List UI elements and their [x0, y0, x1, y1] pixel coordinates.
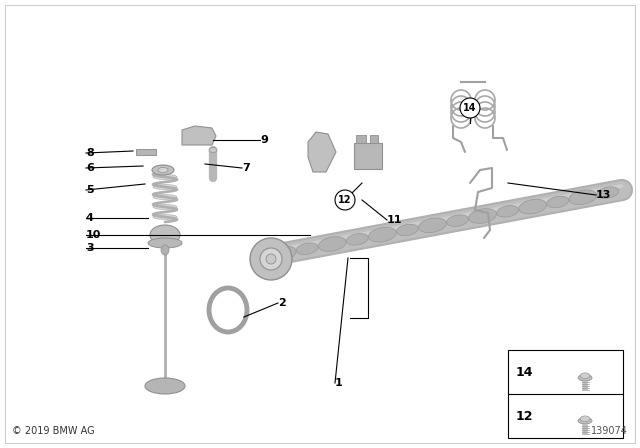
Text: 12: 12: [339, 195, 352, 205]
Ellipse shape: [580, 416, 590, 422]
Bar: [356, 135, 366, 143]
Text: 3: 3: [86, 243, 93, 253]
Ellipse shape: [578, 418, 592, 424]
Ellipse shape: [145, 378, 185, 394]
Text: 5: 5: [86, 185, 93, 195]
Text: 14: 14: [516, 366, 534, 379]
Ellipse shape: [397, 224, 419, 236]
Ellipse shape: [547, 196, 568, 208]
Text: 9: 9: [260, 135, 268, 145]
Ellipse shape: [153, 204, 177, 210]
Bar: [508, 350, 623, 438]
Ellipse shape: [266, 254, 276, 264]
Ellipse shape: [153, 194, 177, 199]
Ellipse shape: [296, 243, 318, 254]
Text: 7: 7: [242, 163, 250, 173]
Ellipse shape: [319, 237, 346, 251]
Ellipse shape: [260, 248, 282, 270]
Polygon shape: [308, 132, 336, 172]
Circle shape: [335, 190, 355, 210]
Ellipse shape: [519, 199, 547, 214]
Text: © 2019 BMW AG: © 2019 BMW AG: [12, 426, 95, 436]
Ellipse shape: [209, 147, 217, 152]
Text: 1: 1: [335, 378, 343, 388]
Text: 10: 10: [86, 230, 101, 240]
Text: 11: 11: [387, 215, 403, 225]
Ellipse shape: [150, 225, 180, 245]
Ellipse shape: [468, 209, 497, 224]
Text: 6: 6: [86, 163, 94, 173]
Ellipse shape: [161, 245, 169, 255]
Ellipse shape: [597, 187, 619, 198]
Text: 139074: 139074: [591, 426, 628, 436]
Bar: [370, 135, 378, 143]
Text: 13: 13: [596, 190, 611, 200]
Ellipse shape: [158, 168, 168, 172]
Ellipse shape: [578, 375, 592, 381]
Text: 4: 4: [86, 213, 94, 223]
Ellipse shape: [153, 185, 177, 190]
Ellipse shape: [580, 373, 590, 379]
Ellipse shape: [148, 238, 182, 248]
Ellipse shape: [268, 246, 296, 261]
Ellipse shape: [369, 227, 396, 242]
Ellipse shape: [153, 215, 177, 220]
Ellipse shape: [419, 218, 446, 233]
Ellipse shape: [152, 165, 174, 175]
Polygon shape: [182, 126, 216, 145]
Text: 2: 2: [278, 298, 285, 308]
Ellipse shape: [569, 190, 596, 205]
Bar: [354, 143, 382, 169]
Circle shape: [460, 98, 480, 118]
Text: 12: 12: [516, 409, 534, 422]
Ellipse shape: [497, 206, 518, 217]
Ellipse shape: [346, 233, 368, 245]
Ellipse shape: [250, 238, 292, 280]
Bar: [136, 149, 156, 155]
Text: 8: 8: [86, 148, 93, 158]
Ellipse shape: [153, 175, 177, 180]
Ellipse shape: [447, 215, 468, 226]
Text: 14: 14: [463, 103, 477, 113]
